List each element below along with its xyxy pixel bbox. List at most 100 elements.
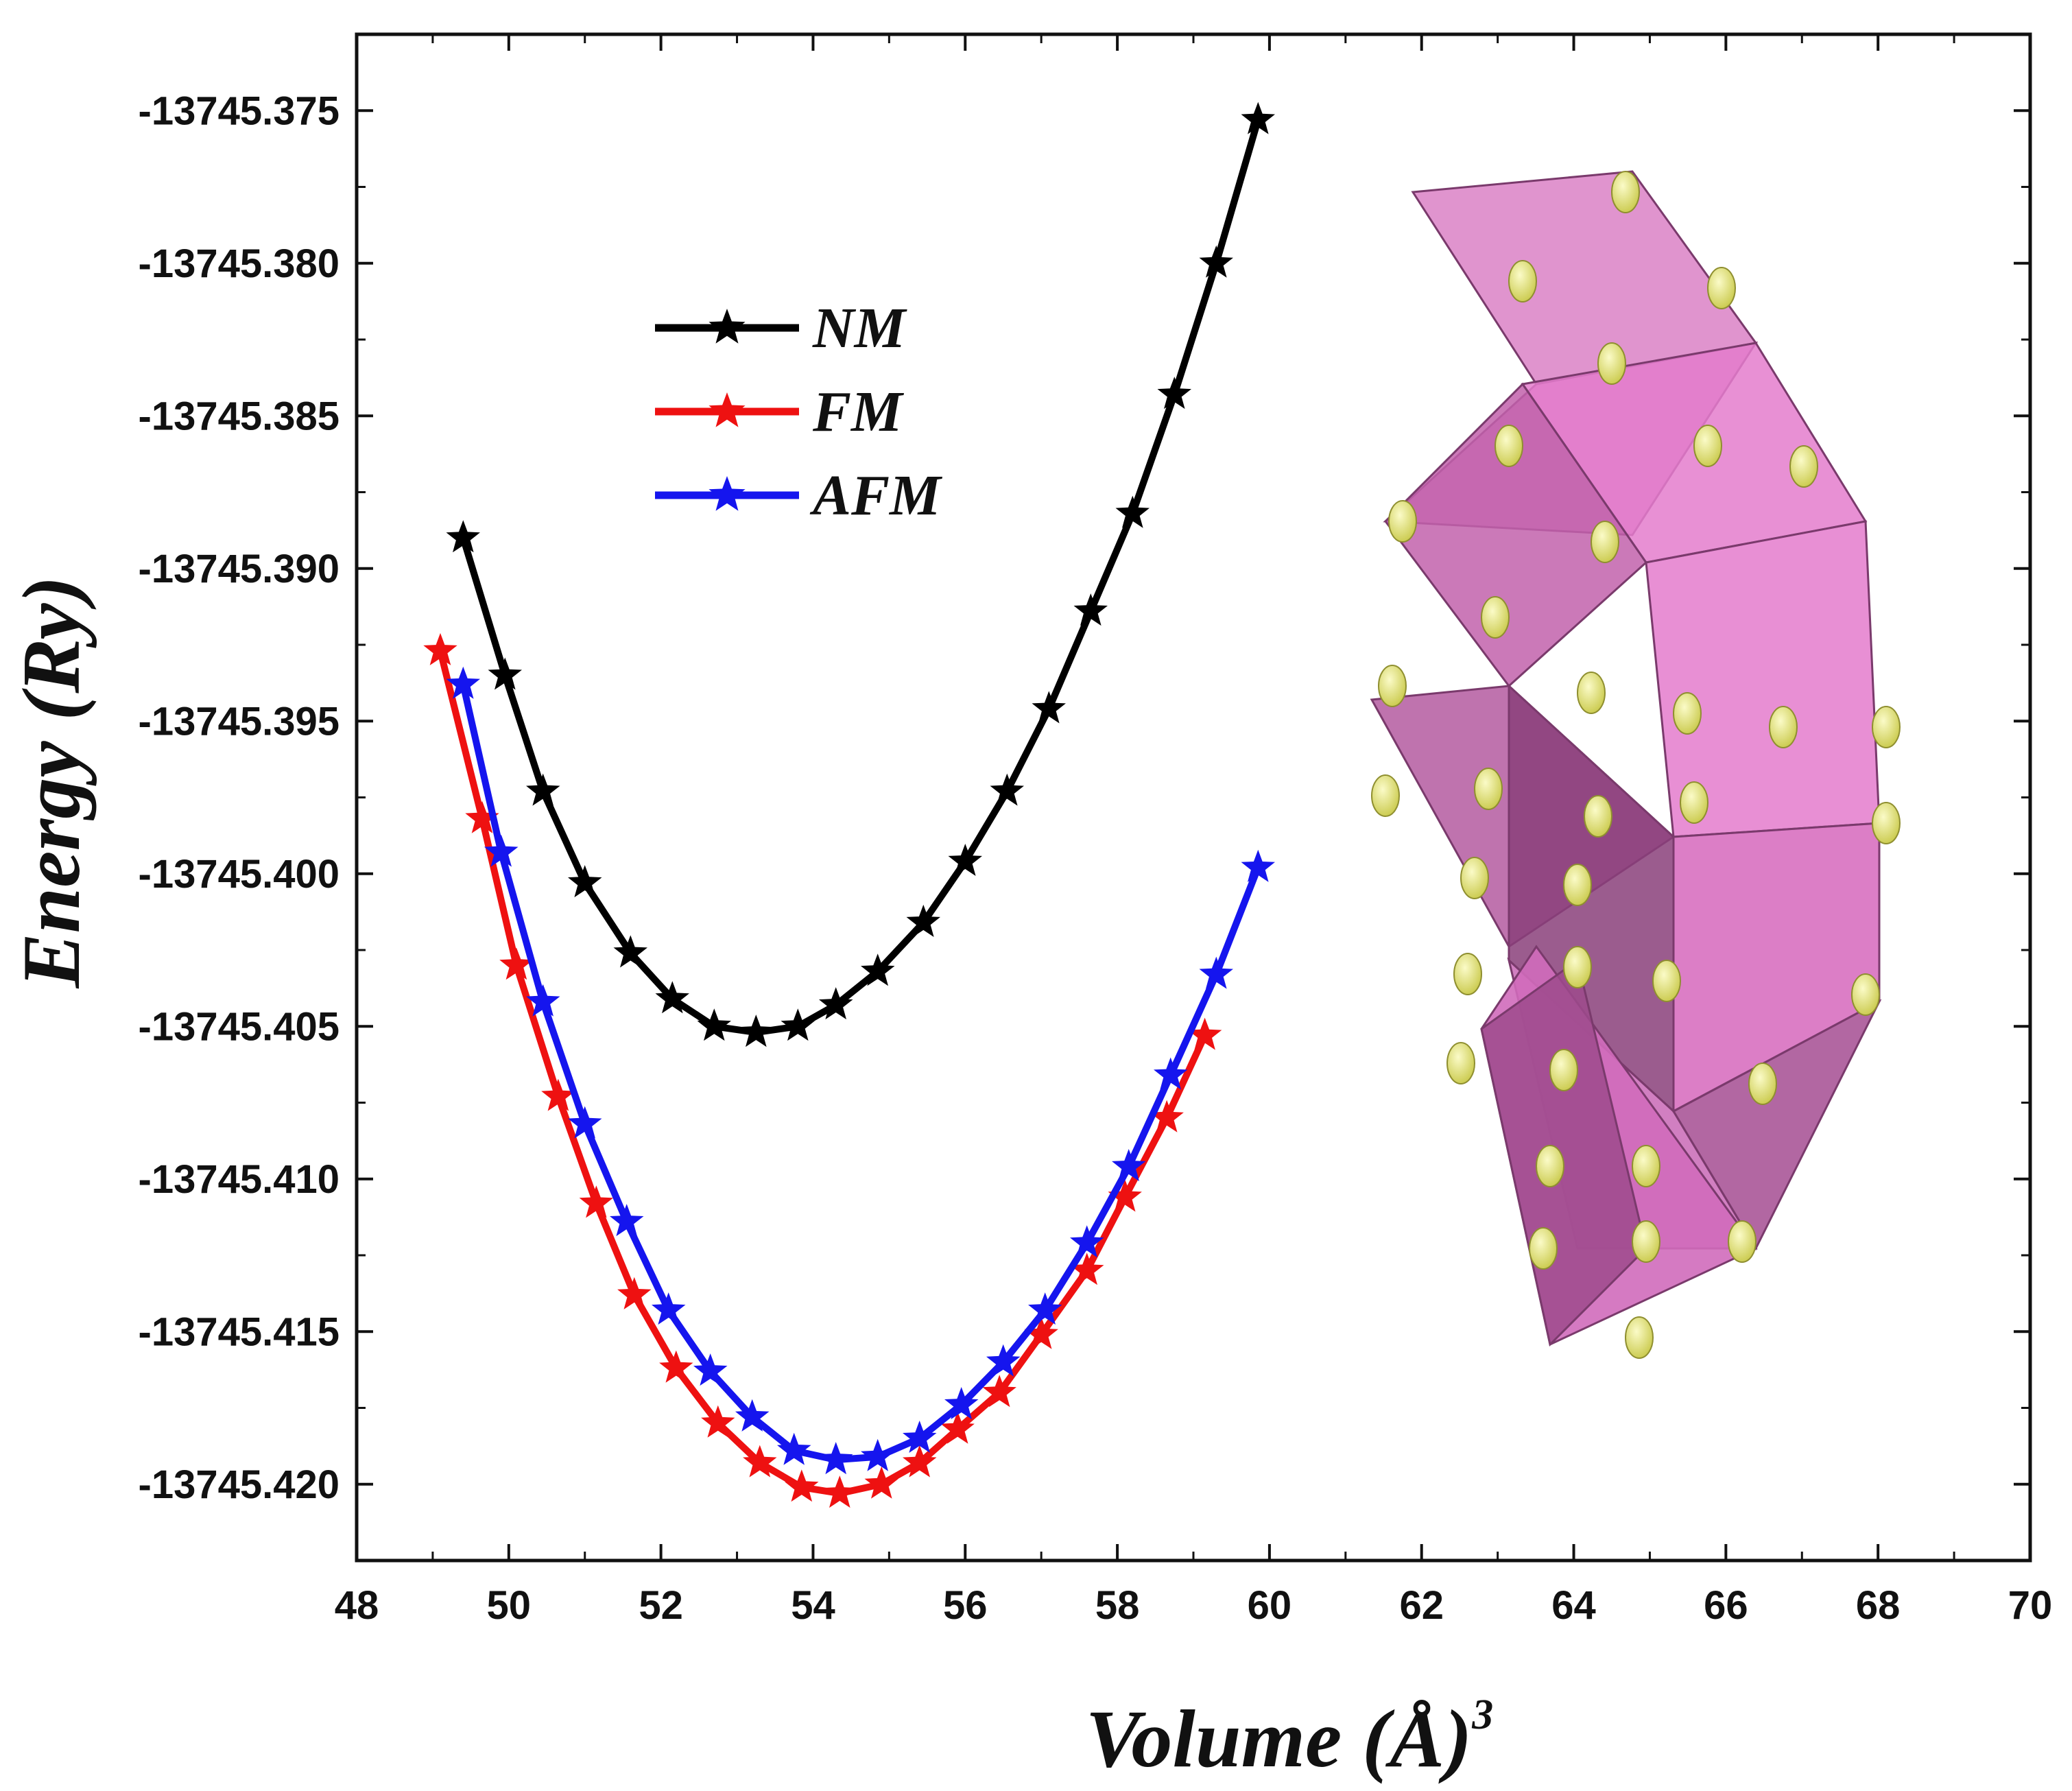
data-point-afm: [526, 984, 560, 1017]
data-point-fm: [903, 1445, 937, 1478]
data-point-nm: [526, 773, 560, 806]
data-point-afm: [568, 1106, 602, 1139]
data-point-afm: [1070, 1225, 1104, 1258]
data-point-afm: [903, 1421, 937, 1453]
legend-item-nm: NM: [655, 296, 908, 360]
data-point-afm: [610, 1204, 644, 1237]
data-point-fm: [659, 1350, 693, 1383]
series-layer: [423, 102, 1275, 1508]
x-tick-label: 66: [1704, 1583, 1748, 1628]
atom: [1625, 1316, 1654, 1359]
atom: [1460, 857, 1489, 899]
data-point-afm: [944, 1387, 979, 1420]
atom: [1446, 1042, 1475, 1084]
atom: [1652, 960, 1681, 1002]
atom: [1388, 500, 1417, 543]
data-point-nm: [697, 1008, 731, 1041]
atom: [1611, 171, 1640, 213]
atom: [1769, 706, 1798, 748]
data-point-afm: [1154, 1057, 1188, 1090]
atom: [1680, 781, 1708, 824]
data-point-nm: [655, 981, 689, 1014]
data-point-fm: [1150, 1100, 1184, 1132]
data-point-fm: [541, 1078, 575, 1111]
data-point-fm: [579, 1185, 614, 1218]
y-tick-label: -13745.390: [139, 547, 340, 591]
data-point-fm: [1108, 1179, 1142, 1212]
x-tick-label: 50: [487, 1583, 532, 1628]
atom: [1632, 1145, 1660, 1187]
data-point-afm: [1241, 849, 1275, 882]
data-point-afm: [1028, 1292, 1062, 1325]
atom: [1632, 1220, 1660, 1263]
crystal-face: [1671, 999, 1882, 1251]
legend-label: AFM: [809, 464, 943, 527]
data-point-nm: [1115, 495, 1150, 528]
data-point-nm: [613, 935, 647, 968]
data-point-afm: [735, 1399, 770, 1432]
atom: [1872, 706, 1901, 748]
y-tick-label: -13745.385: [139, 394, 340, 438]
axis-ticks: [355, 34, 2032, 1561]
x-axis-title: Volume (Å)3: [1086, 1692, 1493, 1784]
y-tick-label: -13745.375: [139, 88, 340, 133]
x-axis-title-text: Volume (Å): [1086, 1693, 1472, 1784]
y-tick-label: -13745.405: [139, 1004, 340, 1049]
data-point-fm: [785, 1469, 819, 1502]
legend-item-fm: FM: [655, 380, 905, 444]
data-point-fm: [617, 1277, 652, 1309]
data-point-nm: [568, 865, 602, 898]
data-point-nm: [819, 987, 853, 1020]
data-point-afm: [693, 1353, 728, 1386]
series-line-fm: [437, 647, 1208, 1497]
data-point-fm: [940, 1411, 975, 1444]
data-point-fm: [423, 632, 457, 665]
data-point-nm: [1241, 102, 1275, 134]
y-tick-label: -13745.400: [139, 852, 340, 897]
x-tick-label: 62: [1399, 1583, 1444, 1628]
data-point-nm: [861, 953, 895, 986]
data-point-nm: [446, 520, 480, 553]
data-point-nm: [1199, 245, 1233, 278]
atom: [1378, 665, 1407, 707]
legend-marker: [708, 392, 746, 427]
atom: [1728, 1220, 1757, 1263]
data-point-fm: [465, 800, 499, 833]
data-point-afm: [652, 1292, 686, 1325]
atom: [1549, 1049, 1578, 1091]
atom: [1563, 946, 1592, 988]
y-tick-label: -13745.380: [139, 241, 340, 286]
crystal-face: [1645, 520, 1881, 838]
data-point-fm: [499, 947, 534, 980]
data-point-nm: [990, 773, 1024, 806]
atom: [1481, 596, 1510, 639]
atom: [1495, 425, 1523, 467]
data-point-afm: [777, 1432, 811, 1465]
data-point-afm: [861, 1438, 895, 1471]
atom: [1508, 260, 1537, 303]
atom: [1563, 864, 1592, 906]
atom: [1673, 692, 1702, 735]
atom: [1584, 795, 1612, 838]
y-tick-label: -13745.395: [139, 699, 340, 744]
data-point-fm: [822, 1475, 857, 1508]
x-axis-title-superscript: 3: [1471, 1692, 1493, 1738]
data-point-afm: [986, 1344, 1021, 1377]
x-tick-label: 58: [1095, 1583, 1140, 1628]
y-axis-title: Energy (Ry): [5, 576, 97, 988]
x-tick-label: 54: [791, 1583, 835, 1628]
data-point-nm: [1032, 691, 1066, 724]
data-point-nm: [1073, 593, 1108, 626]
series-nm: [446, 102, 1275, 1047]
data-point-fm: [1070, 1253, 1104, 1285]
series-afm: [446, 666, 1275, 1475]
crystal-structure-inset: [1370, 170, 1901, 1359]
data-point-afm: [1199, 956, 1233, 989]
data-point-fm: [701, 1405, 735, 1438]
y-tick-label: -13745.410: [139, 1157, 340, 1202]
atom: [1707, 267, 1736, 309]
atom: [1872, 802, 1901, 844]
data-point-fm: [982, 1375, 1016, 1408]
data-point-afm: [484, 834, 519, 867]
